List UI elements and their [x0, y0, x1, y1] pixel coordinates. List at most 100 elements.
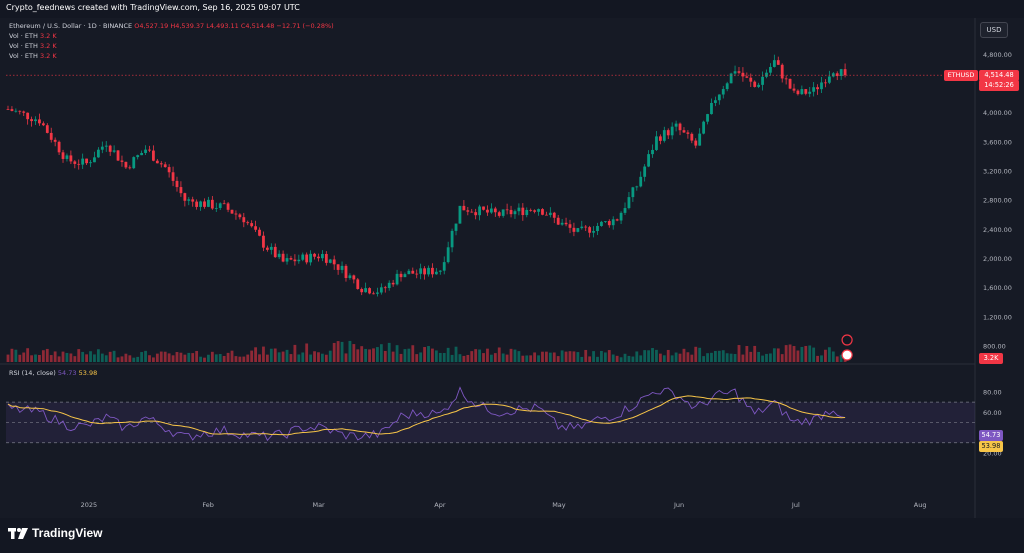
volume-bar — [694, 346, 698, 362]
volume-bar — [434, 350, 438, 362]
volume-bar — [38, 354, 41, 362]
candle-body — [254, 226, 257, 230]
candle-body — [368, 288, 371, 294]
volume-bar — [427, 346, 430, 362]
volume-bar — [356, 349, 360, 362]
candle-body — [745, 76, 749, 78]
volume-bar — [600, 350, 603, 362]
volume-bar — [541, 351, 544, 362]
volume-label: Vol · ETH — [9, 32, 38, 40]
volume-bar — [403, 349, 407, 362]
price-tick-label: 3,600.00 — [983, 138, 1012, 146]
volume-bar — [242, 356, 246, 362]
volume-bar — [167, 353, 171, 362]
volume-bar — [222, 355, 226, 362]
time-axis-label: Feb — [202, 501, 214, 509]
candle-body — [317, 256, 320, 259]
volume-bar — [73, 356, 77, 362]
candle-body — [741, 72, 745, 77]
candle-body — [49, 132, 53, 140]
candle-body — [136, 155, 140, 158]
candle-body — [144, 149, 147, 153]
volume-bar — [321, 353, 324, 362]
volume-bar — [57, 356, 61, 362]
volume-bar — [462, 355, 466, 362]
candle-body — [486, 209, 489, 213]
volume-bar — [104, 355, 108, 362]
candle-body — [277, 253, 281, 258]
volume-bar — [824, 349, 827, 362]
volume-label: Vol · ETH — [9, 52, 38, 60]
volume-bar — [710, 352, 713, 362]
volume-bar — [277, 352, 281, 362]
candle-body — [517, 207, 521, 212]
candle-body — [10, 109, 14, 111]
candle-body — [749, 77, 753, 82]
volume-bar — [776, 348, 780, 362]
volume-bar — [753, 345, 757, 362]
volume-bar — [187, 352, 191, 362]
price-chart-svg[interactable]: 4,800.004,400.004,000.003,600.003,200.00… — [0, 0, 1024, 518]
candle-body — [415, 273, 419, 275]
candle-body — [784, 78, 788, 80]
candle-body — [293, 259, 297, 262]
candle-body — [57, 141, 61, 153]
candle-body — [761, 76, 764, 85]
candle-body — [698, 133, 702, 146]
currency-button[interactable]: USD — [980, 22, 1008, 38]
volume-bar — [769, 353, 772, 362]
candle-body — [839, 69, 843, 76]
candle-body — [230, 209, 234, 214]
candle-body — [344, 265, 348, 278]
candle-body — [159, 163, 163, 165]
volume-bar — [210, 351, 214, 362]
legend-volume-row-1: Vol · ETH 3.2 K — [9, 32, 57, 40]
candle-body — [69, 155, 73, 162]
candle-body — [678, 123, 682, 131]
candle-body — [627, 197, 631, 209]
volume-value: 3.2 K — [39, 32, 57, 40]
candle-body — [152, 150, 155, 161]
rsi-tick-label: 80.00 — [983, 389, 1002, 397]
volume-bar — [560, 350, 564, 362]
volume-bar — [623, 353, 627, 362]
volume-bar — [61, 351, 65, 362]
volume-bar — [796, 350, 800, 362]
candle-body — [607, 221, 611, 226]
volume-bar — [827, 347, 831, 362]
volume-bar — [89, 351, 92, 362]
volume-bar — [152, 357, 155, 362]
candle-body — [796, 90, 800, 95]
candle-body — [478, 206, 481, 216]
volume-bar — [446, 347, 450, 362]
volume-bar — [729, 353, 733, 362]
volume-bar — [647, 350, 650, 362]
volume-bar — [191, 353, 195, 362]
legend-volume-row-3: Vol · ETH 3.2 K — [9, 52, 57, 60]
candle-body — [772, 60, 776, 67]
volume-bar — [199, 356, 202, 362]
candle-body — [407, 270, 411, 275]
volume-bar — [686, 352, 690, 362]
volume-bar — [53, 351, 57, 362]
volume-bar — [725, 353, 729, 362]
volume-bar — [588, 356, 592, 362]
volume-bar — [387, 342, 391, 362]
candle-body — [757, 84, 761, 87]
candle-body — [827, 76, 831, 83]
volume-bar — [438, 352, 442, 362]
candle-body — [662, 130, 666, 141]
chart-area[interactable] — [0, 18, 1024, 518]
volume-bar — [545, 351, 548, 362]
volume-bar — [486, 348, 489, 362]
legend-volume-row-2: Vol · ETH 3.2 K — [9, 42, 57, 50]
volume-bar — [698, 347, 702, 362]
volume-bar — [831, 351, 835, 362]
volume-bar — [419, 352, 423, 362]
candle-body — [352, 275, 356, 280]
tradingview-logo[interactable]: TradingView — [8, 526, 102, 540]
candle-body — [434, 271, 438, 275]
candle-body — [14, 110, 18, 112]
candle-body — [824, 82, 827, 84]
candle-body — [658, 136, 662, 141]
